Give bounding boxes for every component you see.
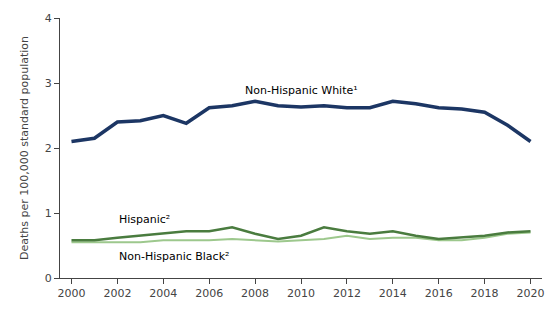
- svg-text:2000: 2000: [57, 287, 85, 300]
- svg-text:2002: 2002: [103, 287, 131, 300]
- svg-text:2018: 2018: [471, 287, 499, 300]
- svg-text:2008: 2008: [241, 287, 269, 300]
- svg-text:2012: 2012: [333, 287, 361, 300]
- svg-text:2014: 2014: [379, 287, 407, 300]
- svg-text:2: 2: [45, 142, 52, 155]
- svg-text:2020: 2020: [517, 287, 545, 300]
- svg-text:2006: 2006: [195, 287, 223, 300]
- svg-text:3: 3: [45, 77, 52, 90]
- svg-text:Hispanic²: Hispanic²: [119, 213, 170, 226]
- svg-text:4: 4: [45, 12, 52, 25]
- svg-text:0: 0: [45, 272, 52, 285]
- svg-text:2010: 2010: [287, 287, 315, 300]
- svg-text:Deaths per 100,000 standard po: Deaths per 100,000 standard population: [18, 36, 31, 260]
- svg-text:Non-Hispanic White¹: Non-Hispanic White¹: [245, 84, 358, 97]
- svg-text:2016: 2016: [425, 287, 453, 300]
- svg-text:2004: 2004: [149, 287, 177, 300]
- svg-text:Non-Hispanic Black²: Non-Hispanic Black²: [119, 250, 229, 263]
- svg-text:1: 1: [45, 207, 52, 220]
